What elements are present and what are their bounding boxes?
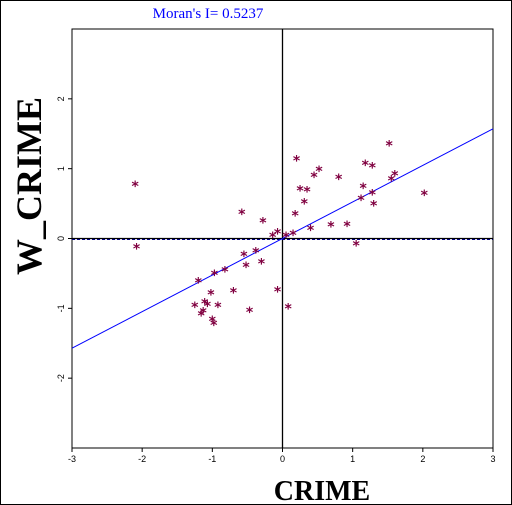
data-point: * [269,230,277,246]
x-tick-label: -3 [68,454,76,464]
y-tick-label: -1 [56,304,66,312]
data-point: * [211,268,219,284]
data-point: * [303,185,311,201]
regression-line [71,128,494,349]
y-tick-label: 1 [56,166,66,171]
data-point: * [385,139,393,155]
data-point: * [296,183,304,199]
data-point: * [252,245,260,261]
y-axis-ticks: -2 -1 0 1 2 [56,96,72,382]
data-point: * [335,172,343,188]
data-point: * [204,299,212,315]
x-tick-label: -1 [208,454,216,464]
data-point: * [327,220,335,236]
y-tick-label: -2 [56,374,66,382]
data-point: * [307,223,315,239]
data-point: * [207,287,215,303]
data-point: * [360,181,368,197]
data-point: * [240,249,248,265]
data-point: * [343,219,351,235]
data-point: * [353,238,361,254]
x-axis-ticks: -3 -2 -1 0 1 2 3 [68,448,496,464]
data-point: * [370,199,378,215]
data-points: *************************** *************… [131,139,428,334]
data-point: * [284,301,292,317]
data-point: * [238,207,246,223]
data-point: * [230,285,238,301]
data-point: * [289,228,297,244]
x-tick-label: 3 [490,454,495,464]
data-point: * [391,169,399,185]
data-point: * [362,158,370,174]
y-axis-label: W_CRIME [9,97,49,275]
data-point: * [301,197,309,213]
data-point: * [221,264,229,280]
x-tick-label: 0 [280,454,285,464]
data-point: * [282,230,290,246]
data-point: * [315,164,323,180]
chart-title: Moran's I= 0.5237 [153,6,264,22]
data-point: * [274,285,282,301]
data-point: * [293,153,301,169]
data-point: * [274,227,282,243]
data-point: * [259,215,267,231]
x-tick-label: 2 [420,454,425,464]
data-point: * [258,257,266,273]
data-point: * [388,174,396,190]
x-tick-label: 1 [350,454,355,464]
x-tick-label: -2 [138,454,146,464]
data-point: * [246,305,254,321]
data-point: * [291,208,299,224]
y-tick-label: 2 [56,96,66,101]
y-tick-label: 0 [56,236,66,241]
data-point: * [357,193,365,209]
data-point: * [200,306,208,322]
x-axis-label: CRIME [274,476,370,504]
data-point: * [369,188,377,204]
data-point: * [201,296,209,312]
data-point: * [421,188,429,204]
data-point: * [210,318,218,334]
data-point: * [242,260,250,276]
data-point: * [310,170,318,186]
data-point: * [209,314,217,330]
data-point: * [131,179,139,195]
data-point: * [214,300,222,316]
data-point: * [133,241,141,257]
data-point: * [195,275,203,291]
data-point: * [197,308,205,324]
data-point: * [369,160,377,176]
data-point: * [191,300,199,316]
